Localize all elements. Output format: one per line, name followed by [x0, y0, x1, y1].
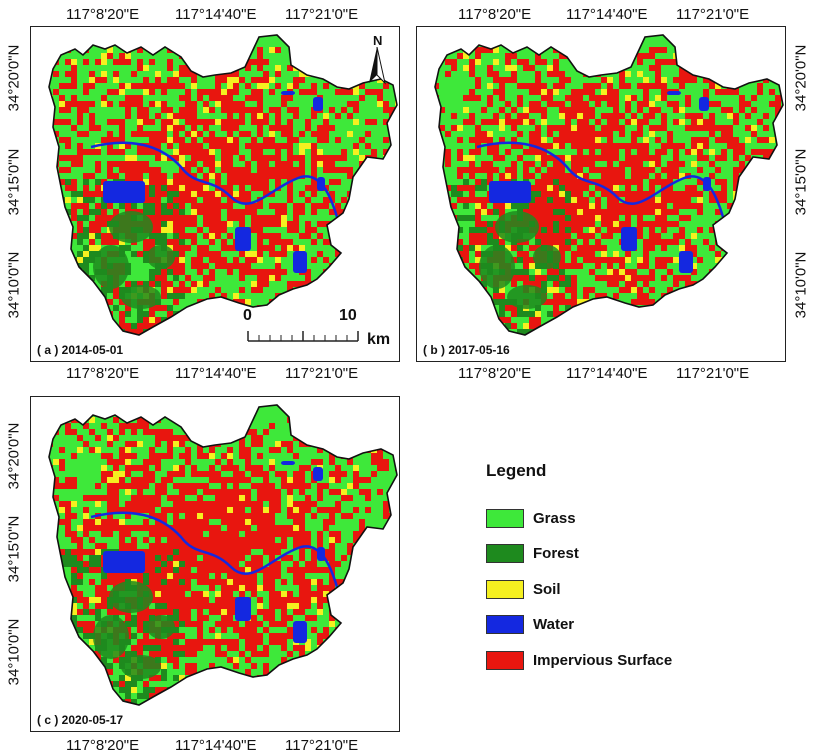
lat-label-a-1: 34°20'0"N — [5, 44, 23, 112]
lon-label-a-bottom-3: 117°21'0"E — [285, 365, 359, 382]
lon-label-c-bottom-2: 117°14'40"E — [175, 737, 257, 754]
lat-label-a-2: 34°15'0"N — [5, 148, 23, 216]
lon-label-b-bottom-1: 117°8'20"E — [458, 365, 532, 382]
map-panel-b: ( b ) 2017-05-16 — [416, 26, 786, 362]
lat-label-b-1: 34°20'0"N — [792, 44, 810, 112]
lon-label-a-top-3: 117°21'0"E — [285, 6, 359, 23]
lon-label-b-top-1: 117°8'20"E — [458, 6, 532, 23]
legend-swatch-grass — [486, 509, 524, 528]
map-panel-a: ( a ) 2014-05-01 N 0 10 km — [30, 26, 400, 362]
panel-c-date-label: ( c ) 2020-05-17 — [37, 713, 124, 727]
lon-label-b-bottom-3: 117°21'0"E — [676, 365, 750, 382]
scale-bar-ruler — [247, 331, 359, 342]
lon-label-b-top-2: 117°14'40"E — [566, 6, 648, 23]
lon-label-b-bottom-2: 117°14'40"E — [566, 365, 648, 382]
lat-label-b-2: 34°15'0"N — [792, 148, 810, 216]
legend-swatch-forest — [486, 544, 524, 563]
legend-label-soil: Soil — [533, 581, 561, 598]
lon-label-c-bottom-1: 117°8'20"E — [66, 737, 140, 754]
legend-title: Legend — [486, 461, 547, 480]
legend-label-forest: Forest — [533, 545, 579, 562]
lon-label-a-top-2: 117°14'40"E — [175, 6, 257, 23]
lon-label-c-bottom-3: 117°21'0"E — [285, 737, 359, 754]
legend-swatch-impervious — [486, 651, 524, 670]
lat-label-c-2: 34°15'0"N — [5, 515, 23, 583]
legend-swatch-water — [486, 615, 524, 634]
lon-label-a-bottom-2: 117°14'40"E — [175, 365, 257, 382]
map-a-canvas — [48, 34, 398, 336]
lon-label-a-bottom-1: 117°8'20"E — [66, 365, 140, 382]
scale-bar: 0 10 km — [241, 307, 401, 348]
lat-label-b-3: 34°10'0"N — [792, 251, 810, 319]
lat-label-c-3: 34°10'0"N — [5, 618, 23, 686]
legend-swatch-soil — [486, 580, 524, 599]
scale-unit: km — [367, 331, 391, 348]
north-arrow: N — [367, 33, 391, 85]
map-c-canvas — [48, 404, 398, 706]
lat-label-a-3: 34°10'0"N — [5, 251, 23, 319]
map-b-canvas — [434, 34, 784, 336]
scale-start: 0 — [243, 307, 252, 324]
north-arrow-label: N — [373, 33, 383, 48]
north-arrow-icon — [369, 47, 386, 85]
lon-label-a-top-1: 117°8'20"E — [66, 6, 140, 23]
legend-label-impervious: Impervious Surface — [533, 652, 673, 669]
panel-b-date-label: ( b ) 2017-05-16 — [423, 343, 510, 357]
scale-end: 10 — [339, 307, 357, 324]
panel-a-date-label: ( a ) 2014-05-01 — [37, 343, 124, 357]
legend-label-water: Water — [533, 616, 575, 633]
map-panel-c: ( c ) 2020-05-17 — [30, 396, 400, 732]
lat-label-c-1: 34°20'0"N — [5, 422, 23, 490]
lon-label-b-top-3: 117°21'0"E — [676, 6, 750, 23]
legend-label-grass: Grass — [533, 510, 576, 527]
